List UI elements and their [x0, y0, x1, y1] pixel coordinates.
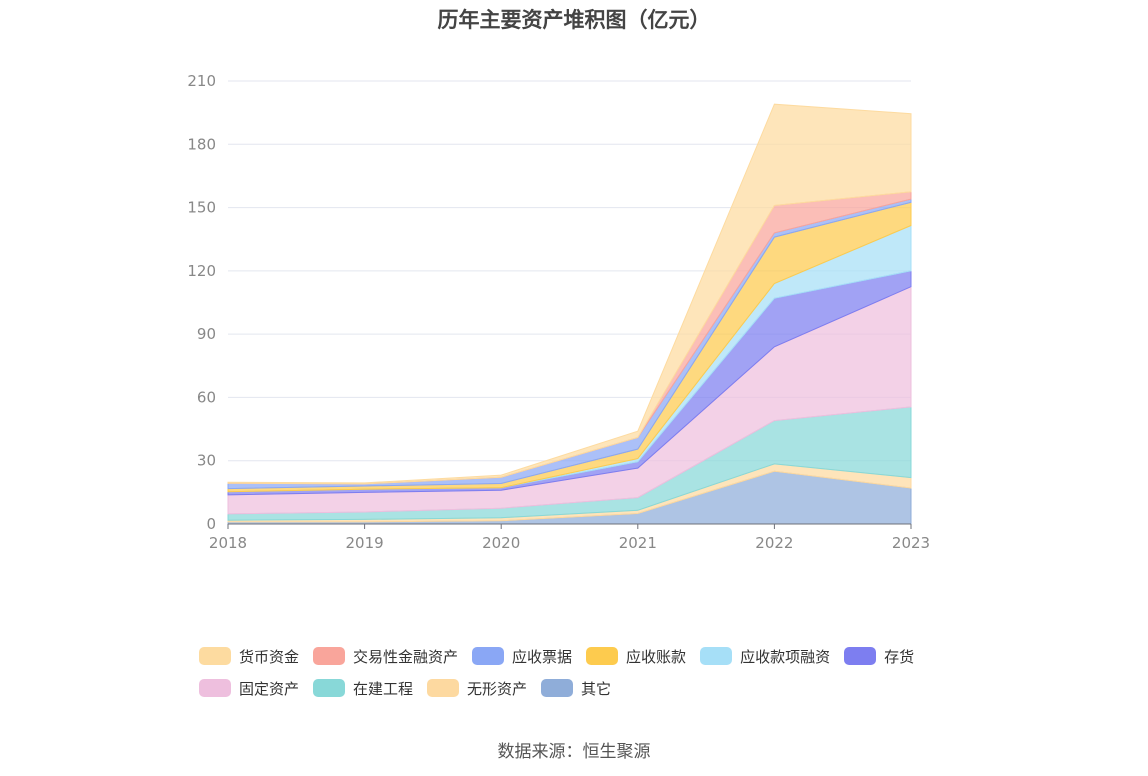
chart-plot: 0 30 60 90 120 150 180 210 2018 2019 2020 2021 2022 2…: [187, 72, 930, 552]
legend-item[interactable]: 固定资产: [199, 678, 299, 699]
legend-row: 固定资产 在建工程 无形资产 其它: [199, 672, 989, 704]
legend-label: 货币资金: [239, 647, 300, 666]
area-series: [227, 103, 912, 485]
legend-item[interactable]: 在建工程: [313, 678, 413, 699]
y-tick-label: 60: [197, 388, 216, 406]
y-tick-label: 150: [187, 199, 216, 217]
legend-swatch: [427, 679, 460, 697]
legend-swatch: [700, 647, 733, 665]
x-tick-label: 2019: [346, 534, 384, 552]
y-tick-label: 180: [187, 135, 216, 153]
legend-swatch: [541, 679, 574, 697]
legend-item[interactable]: 应收款项融资: [700, 646, 830, 667]
legend-label: 应收款项融资: [740, 647, 831, 666]
legend-item[interactable]: 货币资金: [199, 646, 299, 667]
legend-item[interactable]: 应收账款: [586, 646, 686, 667]
legend-label: 应收账款: [626, 647, 687, 666]
y-tick-label: 120: [187, 262, 216, 280]
legend-swatch: [313, 679, 346, 697]
legend-label: 固定资产: [239, 679, 300, 698]
legend-label: 交易性金融资产: [353, 647, 459, 666]
legend-swatch: [313, 647, 346, 665]
legend-swatch: [199, 647, 231, 665]
y-tick-label: 0: [206, 515, 216, 533]
legend-label: 无形资产: [467, 679, 528, 698]
legend-item[interactable]: 存货: [844, 646, 914, 667]
legend-item[interactable]: 交易性金融资产: [313, 646, 458, 667]
data-source-note: 数据来源：恒生聚源: [497, 742, 651, 762]
x-tick-label: 2018: [209, 534, 247, 552]
chart-legend: 货币资金 交易性金融资产 应收票据 应收账款 应收款项融资 存货 固定资产 在建工程 无形资产…: [199, 640, 989, 704]
x-tick-label: 2020: [482, 534, 520, 552]
y-tick-label: 30: [197, 452, 216, 470]
chart-title: 历年主要资产堆积图（亿元）: [437, 8, 711, 32]
legend-label: 其它: [581, 679, 612, 698]
x-tick-label: 2022: [755, 534, 793, 552]
legend-item[interactable]: 无形资产: [427, 678, 527, 699]
y-tick-label: 210: [187, 72, 216, 90]
legend-swatch: [844, 647, 877, 665]
legend-label: 在建工程: [353, 679, 414, 698]
legend-item[interactable]: 应收票据: [472, 646, 572, 667]
legend-swatch: [586, 647, 619, 665]
x-tick-label: 2021: [619, 534, 657, 552]
legend-swatch: [199, 679, 231, 697]
x-tick-label: 2023: [892, 534, 930, 552]
legend-item[interactable]: 其它: [541, 678, 611, 699]
legend-label: 应收票据: [512, 647, 573, 666]
y-tick-label: 90: [197, 325, 216, 343]
legend-row: 货币资金 交易性金融资产 应收票据 应收账款 应收款项融资 存货: [199, 640, 989, 672]
legend-label: 存货: [884, 647, 915, 666]
legend-swatch: [472, 647, 505, 665]
